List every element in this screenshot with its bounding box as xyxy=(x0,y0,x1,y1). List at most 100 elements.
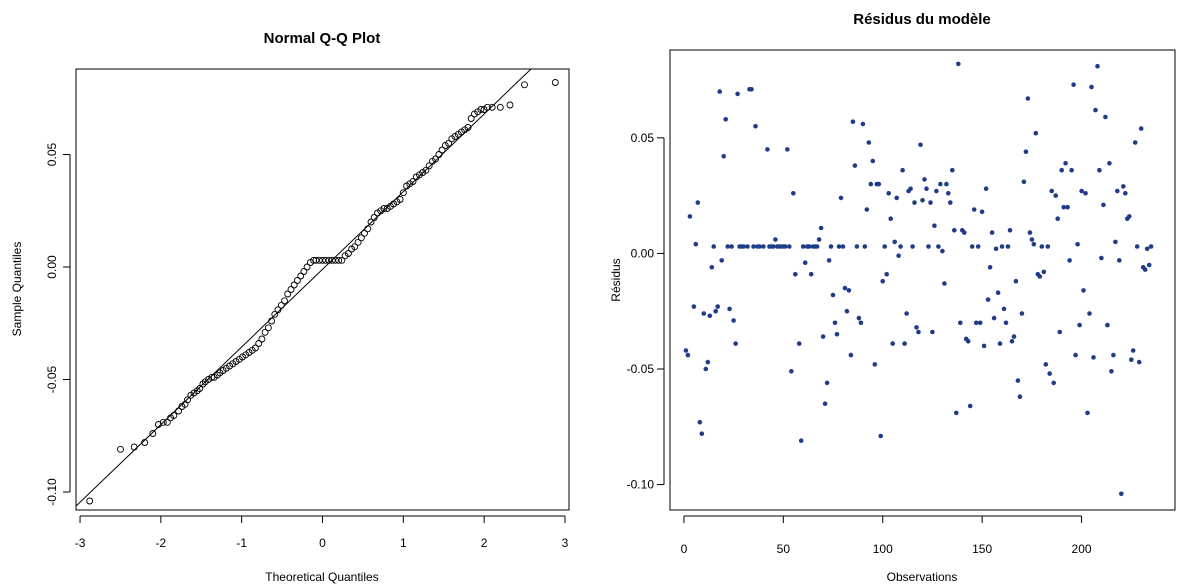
res-data-point xyxy=(844,308,850,314)
res-data-point xyxy=(783,244,788,249)
res-data-point xyxy=(1063,161,1068,166)
qq-data-point xyxy=(422,166,430,174)
res-data-point xyxy=(1075,241,1080,247)
res-data-point xyxy=(1041,269,1047,275)
res-data-point xyxy=(850,119,856,124)
qq-x-tick-label: 1 xyxy=(400,536,407,550)
res-data-point xyxy=(1049,188,1054,194)
res-data-point xyxy=(1093,107,1098,113)
qq-data-point xyxy=(351,243,359,251)
qq-data-point xyxy=(141,439,149,446)
qq-data-point xyxy=(354,238,362,246)
qq-plot-frame xyxy=(75,68,570,511)
res-data-point xyxy=(868,181,874,187)
qq-data-point xyxy=(464,124,472,131)
res-data-point xyxy=(808,271,814,277)
res-data-point xyxy=(866,140,872,145)
res-data-point xyxy=(926,244,931,249)
qq-data-point xyxy=(370,214,378,221)
res-data-point xyxy=(695,200,701,205)
qq-data-point xyxy=(409,178,417,185)
res-data-point xyxy=(1129,357,1134,363)
qq-reference-line-group xyxy=(76,69,532,507)
res-data-point xyxy=(1073,352,1078,358)
qq-data-point xyxy=(199,380,207,388)
res-data-point xyxy=(1138,126,1144,131)
res-data-point xyxy=(1081,288,1086,293)
res-data-point xyxy=(814,244,820,249)
res-data-point xyxy=(985,297,991,302)
res-data-point xyxy=(1117,258,1122,263)
qq-data-point xyxy=(175,407,183,415)
res-data-point xyxy=(956,61,961,67)
res-data-point xyxy=(1025,96,1031,101)
qq-data-point xyxy=(506,101,514,109)
residuals-plot-title: Résidus du modèle xyxy=(853,11,991,28)
res-data-point xyxy=(1146,262,1152,268)
qq-x-axis-label: Theoretical Quantiles xyxy=(265,570,378,584)
residuals-x-axis-label: Observations xyxy=(887,570,958,584)
res-data-point xyxy=(697,419,703,425)
res-data-point xyxy=(888,216,893,221)
res-data-point xyxy=(908,186,913,191)
qq-data-point xyxy=(335,256,343,264)
res-data-point xyxy=(796,341,802,346)
qq-y-axis: -0.10 -0.05 0.00 0.05 xyxy=(45,142,71,506)
res-data-point xyxy=(731,318,736,323)
res-data-point xyxy=(1091,355,1096,360)
res-data-point xyxy=(830,292,836,298)
qq-data-point xyxy=(284,290,292,298)
qq-y-tick-label: 0.00 xyxy=(45,255,59,279)
res-data-point xyxy=(981,343,987,349)
res-data-point xyxy=(701,311,707,316)
res-data-point xyxy=(944,181,949,187)
res-data-point xyxy=(975,244,981,249)
res-data-point xyxy=(1043,362,1049,367)
res-data-point xyxy=(721,154,726,159)
res-data-point xyxy=(802,260,808,266)
qq-data-point xyxy=(399,189,407,197)
res-data-point xyxy=(860,121,866,127)
res-data-point xyxy=(912,200,917,205)
res-data-point xyxy=(983,186,989,191)
res-data-point xyxy=(699,431,705,437)
qq-data-point xyxy=(277,301,285,309)
res-data-point xyxy=(1132,140,1138,145)
res-data-point xyxy=(890,341,895,346)
res-data-point xyxy=(882,244,887,249)
residuals-plot-frame xyxy=(669,49,1176,511)
res-data-point xyxy=(940,248,945,254)
qq-data-point xyxy=(208,373,216,381)
res-data-point xyxy=(818,225,824,231)
res-data-point xyxy=(834,332,840,337)
res-data-point xyxy=(705,359,711,365)
qq-x-tick-label: 3 xyxy=(562,536,569,550)
res-x-tick-label: 50 xyxy=(777,542,791,556)
res-data-point xyxy=(709,265,715,270)
qq-x-tick-label: 0 xyxy=(319,536,326,550)
res-data-point xyxy=(715,304,720,309)
res-data-point xyxy=(954,410,959,416)
qq-data-point xyxy=(331,256,339,264)
res-data-point xyxy=(1031,241,1037,247)
res-data-point xyxy=(1144,246,1150,252)
res-data-point xyxy=(1003,320,1009,326)
qq-data-point xyxy=(367,218,375,226)
qq-data-point xyxy=(281,297,288,305)
res-data-point xyxy=(838,195,844,201)
qq-data-point xyxy=(300,268,308,275)
qq-data-point xyxy=(271,310,279,318)
qq-data-point xyxy=(268,317,276,325)
res-data-point xyxy=(757,244,762,249)
res-data-point xyxy=(989,230,995,235)
res-data-point xyxy=(1013,278,1019,284)
res-data-point xyxy=(946,191,951,196)
res-data-point xyxy=(1059,167,1064,173)
res-data-point xyxy=(930,329,935,335)
res-data-point xyxy=(934,188,939,194)
qq-y-tick-label: -0.05 xyxy=(45,366,59,394)
res-data-point xyxy=(1019,311,1025,316)
res-data-point xyxy=(894,195,899,201)
res-data-point xyxy=(936,244,941,249)
res-data-point xyxy=(749,87,754,92)
